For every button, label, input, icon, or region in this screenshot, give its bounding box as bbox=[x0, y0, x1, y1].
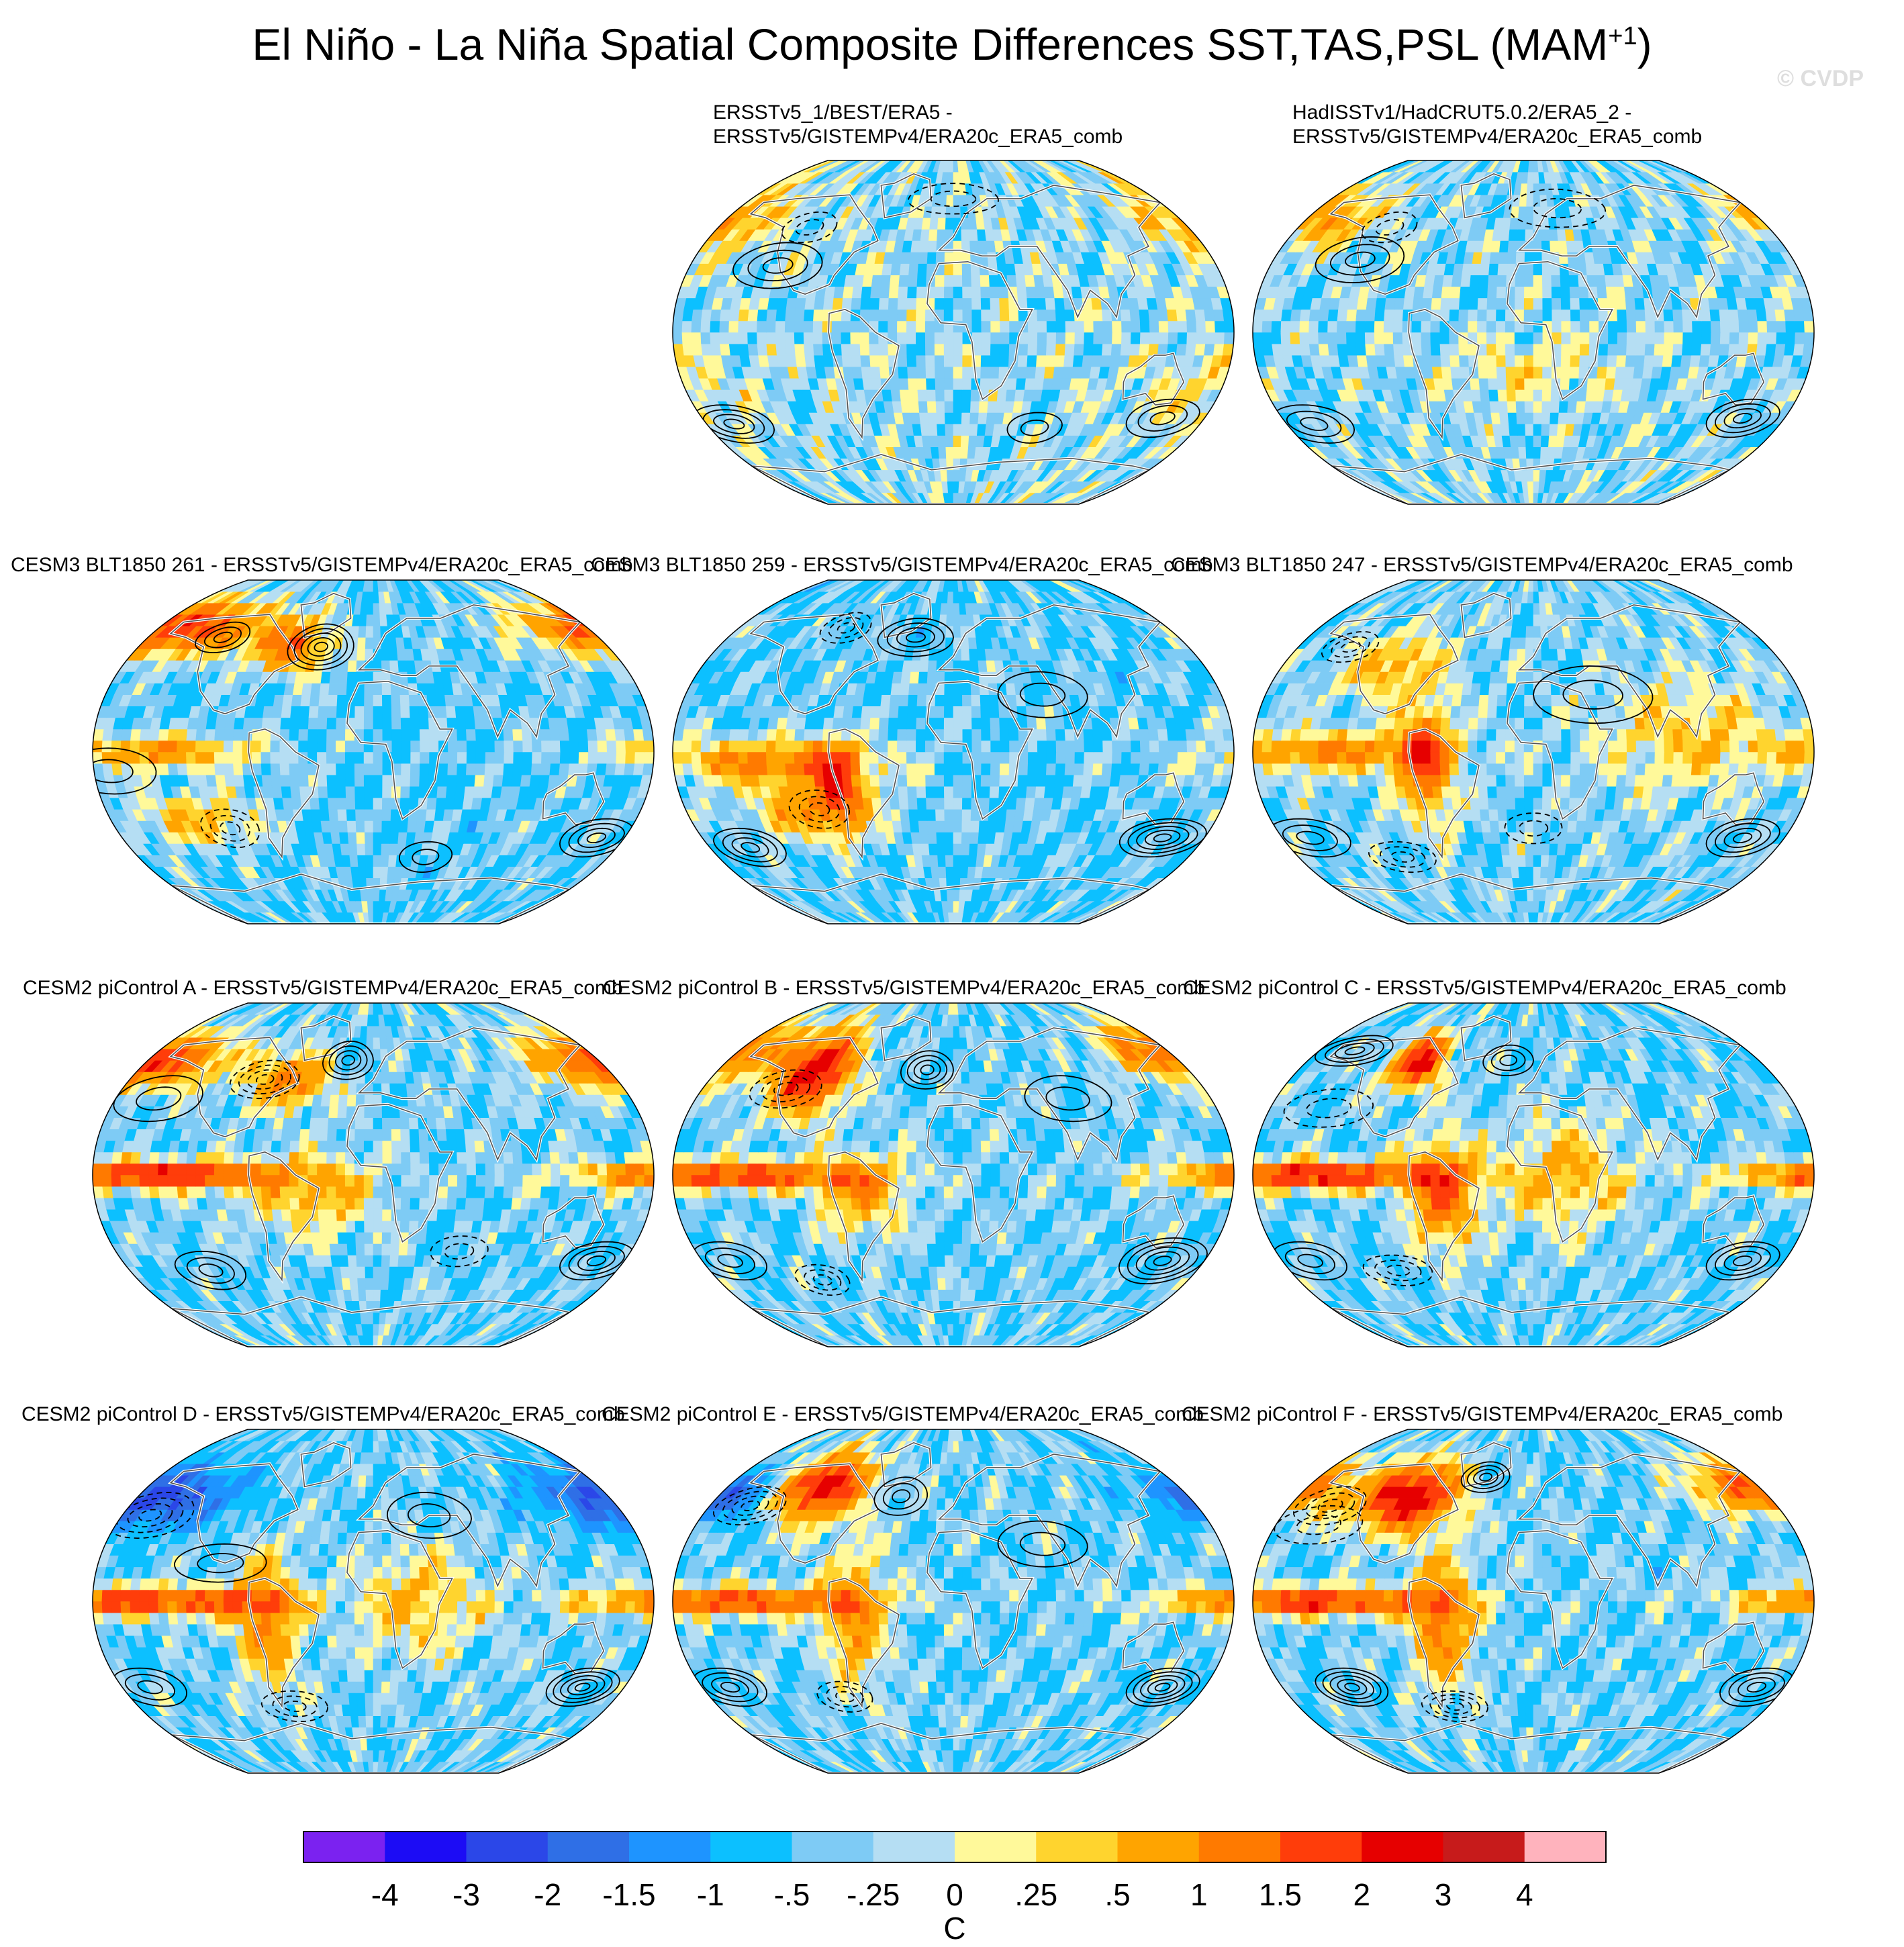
panel-label-cesm2-f: CESM2 piControl F - ERSSTv5/GISTEMPv4/ER… bbox=[1182, 1403, 1782, 1427]
colorbar-swatch bbox=[792, 1832, 874, 1862]
colorbar-tick-label: .5 bbox=[1104, 1877, 1130, 1912]
panel-label-cesm3-261: CESM3 BLT1850 261 - ERSSTv5/GISTEMPv4/ER… bbox=[11, 553, 633, 577]
map-panel-cesm2-f bbox=[1252, 1429, 1815, 1774]
panel-label-cesm2-a: CESM2 piControl A - ERSSTv5/GISTEMPv4/ER… bbox=[23, 976, 623, 1000]
map-panel-obs1 bbox=[672, 160, 1235, 505]
map-panel-cesm3-259 bbox=[672, 579, 1235, 924]
map-panel-cesm2-a bbox=[92, 1002, 655, 1347]
colorbar-tick-label: -.5 bbox=[774, 1877, 810, 1912]
colorbar-tick-label: -.25 bbox=[847, 1877, 900, 1912]
panel-label-cesm3-247: CESM3 BLT1850 247 - ERSSTv5/GISTEMPv4/ER… bbox=[1171, 553, 1793, 577]
colorbar-tick-label: -1 bbox=[697, 1877, 724, 1912]
colorbar-swatch bbox=[955, 1832, 1037, 1862]
map-panel-cesm3-247 bbox=[1252, 579, 1815, 924]
colorbar-tick-label: -1.5 bbox=[602, 1877, 655, 1912]
colorbar-tick-label: 1.5 bbox=[1259, 1877, 1302, 1912]
colorbar-swatch bbox=[1117, 1832, 1200, 1862]
panel-label-obs1: ERSSTv5_1/BEST/ERA5 - ERSSTv5/GISTEMPv4/E… bbox=[713, 101, 1123, 149]
colorbar-swatch bbox=[1524, 1832, 1607, 1862]
colorbar-swatch bbox=[385, 1832, 467, 1862]
colorbar-tick-label: 4 bbox=[1516, 1877, 1533, 1912]
colorbar-swatch bbox=[629, 1832, 711, 1862]
panel-label-obs2: HadISSTv1/HadCRUT5.0.2/ERA5_2 - ERSSTv5/G… bbox=[1292, 101, 1702, 149]
colorbar-swatch bbox=[1443, 1832, 1525, 1862]
colorbar-swatch bbox=[547, 1832, 630, 1862]
map-panel-cesm2-b bbox=[672, 1002, 1235, 1347]
figure-title: El Niño - La Niña Spatial Composite Diff… bbox=[0, 19, 1904, 70]
colorbar-swatch bbox=[1280, 1832, 1362, 1862]
map-panel-cesm2-c bbox=[1252, 1002, 1815, 1347]
colorbar-swatch bbox=[710, 1832, 792, 1862]
panel-label-cesm2-c: CESM2 piControl C - ERSSTv5/GISTEMPv4/ER… bbox=[1183, 976, 1787, 1000]
colorbar-swatch bbox=[1036, 1832, 1118, 1862]
map-panel-cesm2-d bbox=[92, 1429, 655, 1774]
panel-label-cesm2-e: CESM2 piControl E - ERSSTv5/GISTEMPv4/ER… bbox=[602, 1403, 1204, 1427]
colorbar-tick-label: .25 bbox=[1014, 1877, 1057, 1912]
map-panel-cesm3-261 bbox=[92, 579, 655, 924]
map-panel-obs2 bbox=[1252, 160, 1815, 505]
panel-label-cesm2-d: CESM2 piControl D - ERSSTv5/GISTEMPv4/ER… bbox=[21, 1403, 625, 1427]
colorbar-tick-label: -4 bbox=[371, 1877, 399, 1912]
colorbar-tick-label: 2 bbox=[1353, 1877, 1370, 1912]
colorbar-swatch bbox=[1362, 1832, 1443, 1862]
colorbar-tick-label: 3 bbox=[1435, 1877, 1452, 1912]
cvdp-credit: © CVDP bbox=[1777, 66, 1864, 92]
colorbar-tick-label: 1 bbox=[1190, 1877, 1208, 1912]
panel-label-cesm2-b: CESM2 piControl B - ERSSTv5/GISTEMPv4/ER… bbox=[603, 976, 1205, 1000]
colorbar-swatch bbox=[873, 1832, 955, 1862]
colorbar-tick-label: -3 bbox=[453, 1877, 480, 1912]
colorbar-swatch bbox=[303, 1832, 385, 1862]
panel-label-cesm3-259: CESM3 BLT1850 259 - ERSSTv5/GISTEMPv4/ER… bbox=[591, 553, 1213, 577]
colorbar-unit: C bbox=[943, 1911, 965, 1946]
colorbar-swatch bbox=[1198, 1832, 1281, 1862]
map-panel-cesm2-e bbox=[672, 1429, 1235, 1774]
colorbar-swatch bbox=[466, 1832, 549, 1862]
colorbar-tick-label: -2 bbox=[534, 1877, 561, 1912]
colorbar-tick-label: 0 bbox=[946, 1877, 963, 1912]
